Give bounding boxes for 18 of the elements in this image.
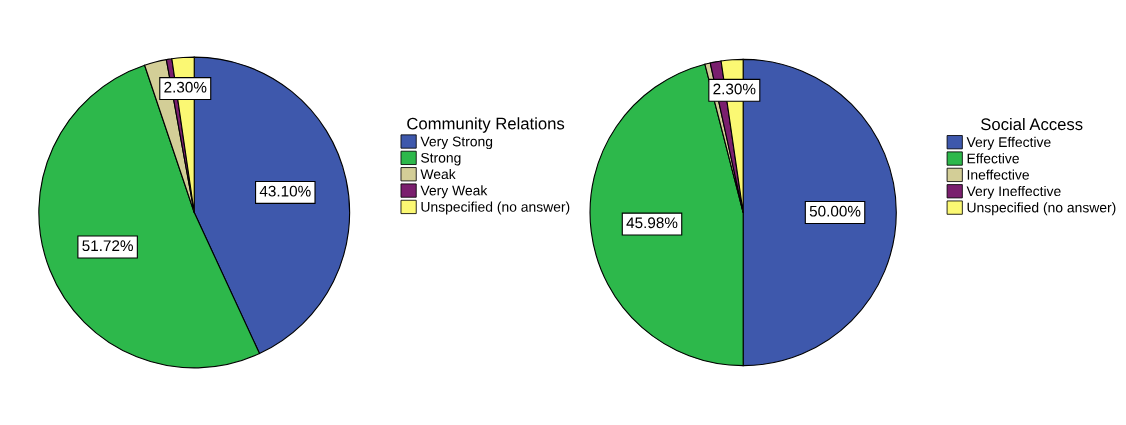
data-label: 50.00% <box>809 205 861 217</box>
legend-label: Strong <box>421 152 461 166</box>
legend-label: Ineffective <box>967 169 1029 180</box>
legend-label: Very Effective <box>966 136 1051 150</box>
legend-title: Social Access <box>981 117 1083 131</box>
legend-label: Very Strong <box>420 136 493 150</box>
legend-label: Very Weak <box>420 185 488 199</box>
data-label: 45.98% <box>626 217 678 229</box>
legend-label: Weak <box>420 168 456 180</box>
data-label: 43.10% <box>259 185 311 197</box>
legend-label: Unspecified (no answer) <box>967 202 1116 216</box>
legend-label: Very Ineffective <box>966 185 1061 199</box>
legend-title: Community Relations <box>407 117 565 133</box>
data-label: 2.30% <box>164 81 207 93</box>
data-label: 51.72% <box>82 240 133 252</box>
legend-label: Unspecified (no answer) <box>421 201 570 215</box>
legend-label: Effective <box>967 153 1019 164</box>
data-label: 2.30% <box>713 83 756 95</box>
